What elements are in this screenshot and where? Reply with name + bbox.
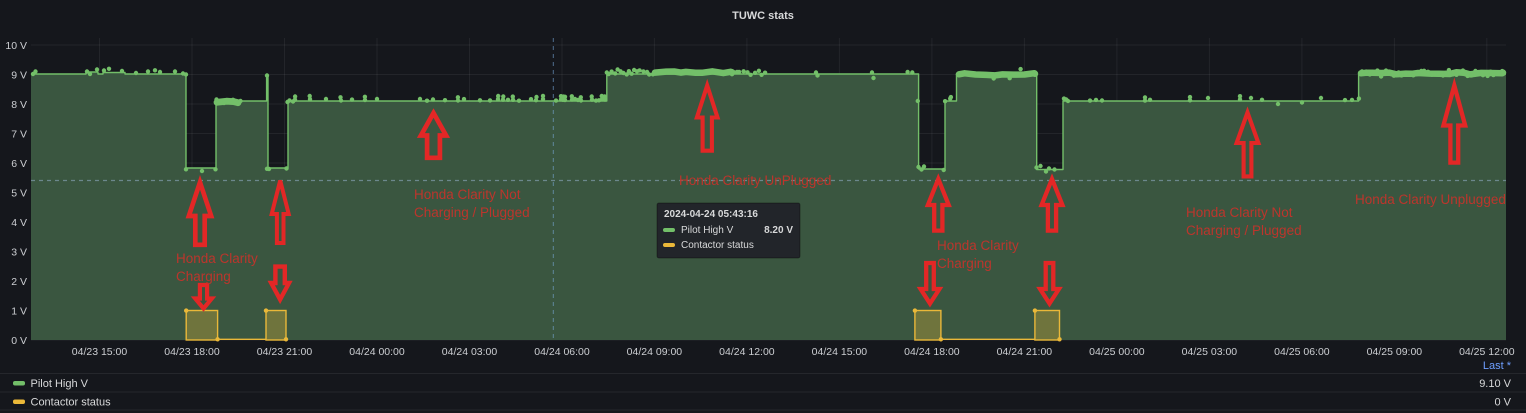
svg-text:Honda Clarity Not: Honda Clarity Not bbox=[1186, 205, 1293, 220]
svg-text:04/24 06:00: 04/24 06:00 bbox=[534, 346, 590, 358]
svg-text:2 V: 2 V bbox=[11, 276, 27, 288]
svg-text:04/25 03:00: 04/25 03:00 bbox=[1182, 346, 1238, 358]
svg-text:4 V: 4 V bbox=[11, 217, 27, 229]
svg-text:Pilot High V: Pilot High V bbox=[681, 225, 734, 236]
svg-text:04/24 15:00: 04/24 15:00 bbox=[812, 346, 868, 358]
svg-text:3 V: 3 V bbox=[11, 247, 27, 259]
svg-text:8.20 V: 8.20 V bbox=[764, 225, 793, 236]
svg-text:04/24 18:00: 04/24 18:00 bbox=[904, 346, 960, 358]
svg-text:1 V: 1 V bbox=[11, 306, 27, 318]
svg-text:04/24 12:00: 04/24 12:00 bbox=[719, 346, 775, 358]
svg-text:Honda Clarity: Honda Clarity bbox=[937, 238, 1019, 253]
svg-text:04/25 12:00: 04/25 12:00 bbox=[1459, 346, 1515, 358]
svg-text:Charging / Plugged: Charging / Plugged bbox=[414, 205, 530, 220]
svg-text:Charging: Charging bbox=[176, 269, 231, 284]
svg-text:04/24 09:00: 04/24 09:00 bbox=[627, 346, 683, 358]
svg-text:Pilot High V: Pilot High V bbox=[31, 378, 89, 390]
svg-text:04/23 18:00: 04/23 18:00 bbox=[164, 346, 220, 358]
svg-text:04/23 15:00: 04/23 15:00 bbox=[72, 346, 128, 358]
svg-text:Charging / Plugged: Charging / Plugged bbox=[1186, 223, 1302, 238]
svg-text:Honda Clarity: Honda Clarity bbox=[176, 251, 258, 266]
svg-text:2024-04-24 05:43:16: 2024-04-24 05:43:16 bbox=[664, 209, 758, 220]
svg-text:04/25 06:00: 04/25 06:00 bbox=[1274, 346, 1330, 358]
svg-text:04/24 03:00: 04/24 03:00 bbox=[442, 346, 498, 358]
svg-text:Honda Clarity Unplugged: Honda Clarity Unplugged bbox=[1355, 192, 1506, 207]
svg-text:04/23 21:00: 04/23 21:00 bbox=[257, 346, 313, 358]
svg-text:04/24 21:00: 04/24 21:00 bbox=[997, 346, 1053, 358]
svg-text:7 V: 7 V bbox=[11, 129, 27, 141]
svg-text:Last *: Last * bbox=[1483, 360, 1512, 372]
svg-text:04/25 00:00: 04/25 00:00 bbox=[1089, 346, 1145, 358]
svg-text:9.10 V: 9.10 V bbox=[1479, 378, 1511, 390]
svg-text:Contactor status: Contactor status bbox=[681, 240, 754, 251]
svg-text:6 V: 6 V bbox=[11, 158, 27, 170]
svg-text:8 V: 8 V bbox=[11, 99, 27, 111]
svg-text:Charging: Charging bbox=[937, 256, 992, 271]
svg-text:5 V: 5 V bbox=[11, 188, 27, 200]
svg-text:0 V: 0 V bbox=[11, 335, 27, 347]
svg-text:Contactor status: Contactor status bbox=[31, 397, 112, 409]
svg-text:Honda Clarity Not: Honda Clarity Not bbox=[414, 187, 521, 202]
svg-text:10 V: 10 V bbox=[5, 40, 27, 52]
svg-text:Honda Clarity UnPlugged: Honda Clarity UnPlugged bbox=[679, 173, 831, 188]
svg-text:04/25 09:00: 04/25 09:00 bbox=[1367, 346, 1423, 358]
svg-text:9 V: 9 V bbox=[11, 70, 27, 82]
svg-text:0 V: 0 V bbox=[1494, 397, 1511, 409]
svg-text:04/24 00:00: 04/24 00:00 bbox=[349, 346, 405, 358]
svg-text:TUWC stats: TUWC stats bbox=[732, 10, 794, 22]
